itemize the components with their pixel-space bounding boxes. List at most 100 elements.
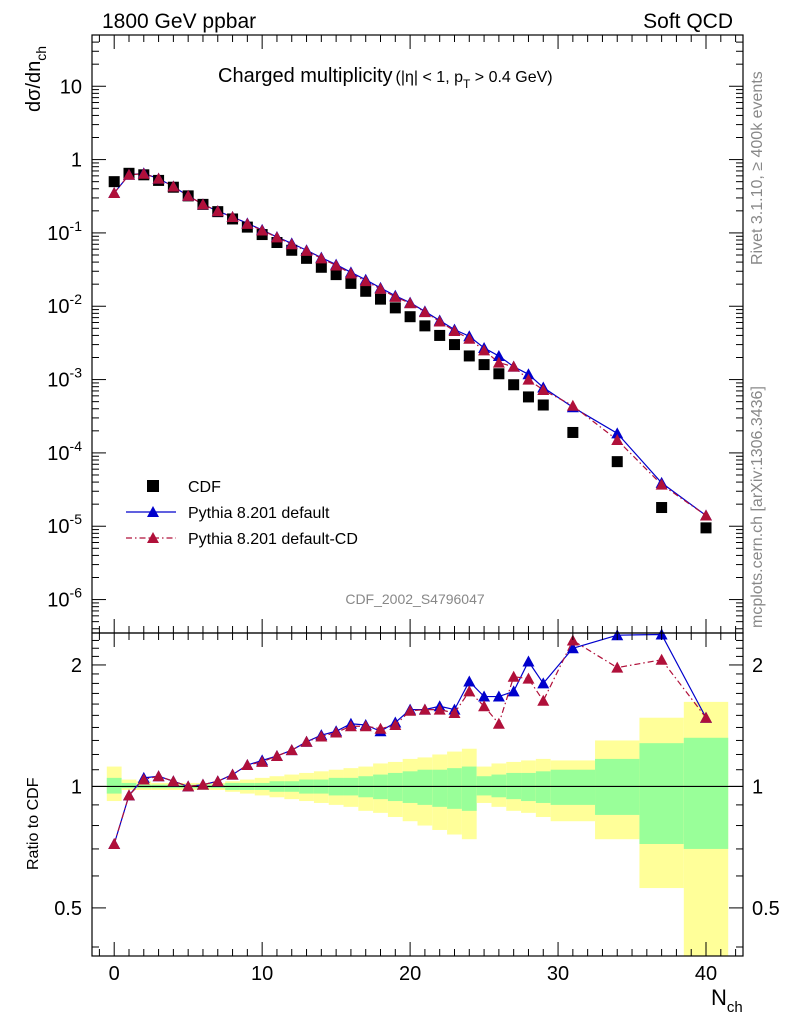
ratio-point-cd [137,773,150,785]
band-inner [461,766,477,811]
main-point-cd [152,172,165,184]
x-axis-label: Nch [711,985,743,1016]
main-point-cd [137,167,150,179]
main-point-cd [655,478,668,490]
main-plot-area [108,167,713,534]
main-ytick-label: 10-6 [47,585,82,612]
main-point-cd [300,244,313,256]
ratio-point-cd [152,770,165,782]
main-point-cd [256,224,269,236]
main-point-cd [418,306,431,318]
cdf-point [315,261,327,273]
ratio-ytick-label-right: 1 [752,776,763,798]
ratio-point-default [492,690,505,702]
ratio-point-cd [330,726,343,738]
main-ytick-label: 10-2 [47,291,82,318]
main-point-cd [611,433,624,445]
xtick-label: 10 [251,963,273,985]
main-point-cd [122,168,135,180]
x-axis-label-sub: ch [727,999,743,1016]
main-point-cd [463,332,476,344]
legend-marker-cdf [147,480,159,492]
band-inner [535,771,551,803]
legend-marker-cd [147,532,159,543]
band-inner [121,782,137,789]
x-axis-label-text: N [711,985,727,1010]
main-point-cd [196,198,209,210]
ratio-point-cd [418,703,431,715]
main-point-cd [492,356,505,368]
ratio-frame [91,632,744,957]
cdf-point [404,311,416,323]
ratio-point-default [566,642,579,654]
main-point-cd [448,324,461,336]
band-inner [402,771,418,803]
legend-marker-default [147,506,159,517]
cdf-point [700,522,712,534]
plot-title-main: Charged multiplicity [218,65,393,87]
cdf-point [463,350,475,362]
ratio-point-default [522,655,535,667]
cdf-point [375,293,387,305]
main-ylabel-text: dσ/dn [23,61,45,112]
main-ytick-label: 10-3 [47,365,82,392]
ratio-point-cd [463,685,476,697]
ratio-point-default [463,675,476,687]
main-point-cd [566,399,579,411]
main-point-cd [330,259,343,271]
cdf-point [493,368,505,380]
ratio-point-cd [270,749,283,761]
band-inner [417,769,433,805]
ratio-point-cd [359,720,372,732]
ratio-point-cd [241,759,254,771]
main-ylabel-sub: ch [33,46,49,61]
ratio-point-cd [226,768,239,780]
band-inner [476,776,492,796]
legend: CDF Pythia 8.201 default Pythia 8.201 de… [126,479,358,548]
main-point-cd [344,267,357,279]
main-ytick-label: 10-1 [47,218,82,245]
main-point-cd [108,187,121,199]
ratio-point-cd [285,744,298,756]
ratio-point-cd [478,700,491,712]
ratio-point-cd [300,735,313,747]
main-line-cd [113,173,707,517]
cdf-point [611,456,623,468]
plot-title: Charged multiplicity (|η| < 1, pT > 0.4 G… [218,65,553,91]
legend-label-default: Pythia 8.201 default [188,505,330,522]
cdf-point [271,237,283,249]
main-point-cd [241,217,254,229]
main-point-cd [522,373,535,385]
ratio-point-cd [507,670,520,682]
band-inner [432,769,448,807]
main-point-cd [359,275,372,287]
main-point-cd [182,189,195,201]
ratio-point-cd [492,717,505,729]
cdf-point [567,426,579,438]
ratio-point-cd [256,755,269,767]
cdf-point [508,379,520,391]
ratio-point-cd [611,661,624,673]
cdf-point [330,269,342,281]
xtick-label: 30 [547,963,569,985]
ratio-point-cd [448,707,461,719]
ratio-point-default [507,685,520,697]
cdf-point [434,329,446,341]
cdf-point [478,359,490,371]
main-ytick-label: 10 [60,76,82,98]
legend-label-cdf: CDF [188,479,221,496]
ratio-plot-area [92,628,743,849]
cdf-point [108,176,120,188]
ratio-ylabel: Ratio to CDF [25,777,42,870]
cdf-point [537,399,549,411]
cdf-point [448,339,460,351]
cdf-point [360,285,372,297]
header-energy: 1800 GeV ppbar [102,10,256,33]
ratio-point-cd [522,672,535,684]
band-inner [683,737,729,849]
band-inner [550,769,596,805]
rivet-version-label: Rivet 3.1.10, ≥ 400k events [749,71,766,265]
legend-label-cd: Pythia 8.201 default-CD [188,531,358,548]
